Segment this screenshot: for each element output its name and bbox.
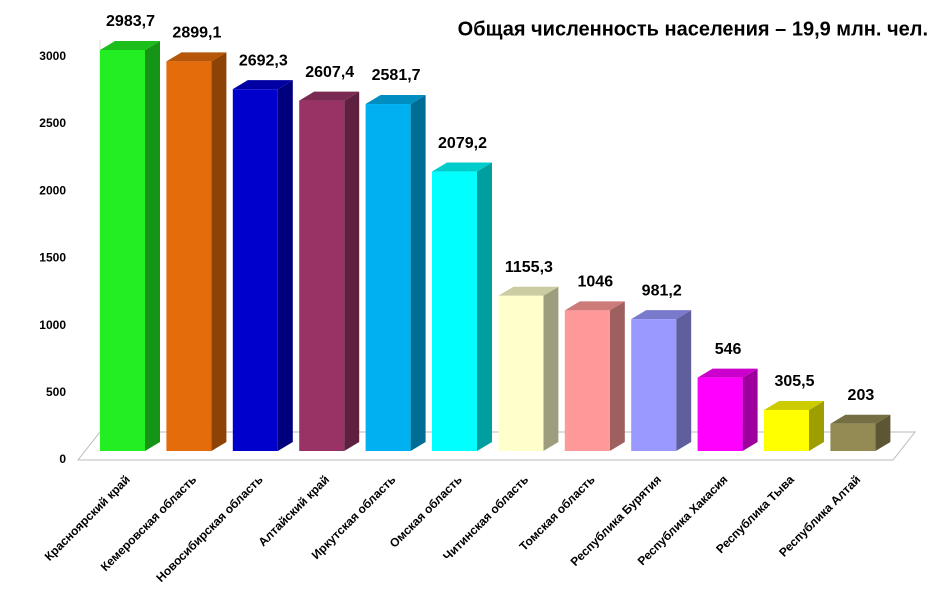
bar-top [166,52,227,62]
bar-top [498,286,559,296]
value-label: 2692,3 [239,52,288,69]
value-label: 2899,1 [172,25,221,42]
value-label: 2983,7 [106,13,155,30]
bar-top [564,301,625,311]
bar-top [432,162,492,172]
bar [830,423,876,451]
bar [498,295,544,451]
bar-side [211,52,227,452]
value-label: 2079,2 [438,135,487,152]
y-tick-label: 2500 [39,116,66,130]
bar [166,61,212,452]
bar-top [100,41,160,50]
bar-side [543,286,559,451]
bar [697,377,743,451]
bar-side [477,162,492,451]
x-tick-label: Новосибирская область [153,472,265,584]
bar-top [631,310,692,320]
value-label: 1046 [578,274,614,291]
bar-side [344,91,360,451]
x-tick-label: Омская область [387,472,465,550]
bar [564,310,610,451]
bar-side [609,301,625,451]
value-label: 981,2 [642,282,682,299]
bar-side [277,80,293,451]
y-tick-label: 2000 [39,183,66,197]
bar [100,50,145,451]
bar-top [299,91,360,101]
value-label: 203 [848,387,875,404]
bar [365,104,411,451]
value-label: 2607,4 [305,64,354,81]
chart-title: Общая численность населения – 19,9 млн. … [458,18,928,40]
bar-top [365,95,426,105]
bar-top [697,368,758,378]
bar-top [764,400,824,410]
value-label: 2581,7 [372,67,421,84]
bar [631,319,677,451]
bar [232,89,278,451]
bar-side [145,41,160,451]
y-tick-label: 1500 [39,251,66,265]
bar-top [830,414,891,424]
y-tick-label: 500 [46,385,66,399]
value-label: 546 [715,341,742,358]
bar [432,171,477,451]
bar-side [809,400,824,451]
y-tick-label: 1000 [39,318,66,332]
bar-top [232,80,293,90]
bar-side [676,310,692,451]
value-label: 305,5 [774,373,814,390]
y-tick-label: 3000 [39,49,66,63]
bar-side [742,368,758,451]
y-tick-label: 0 [59,452,66,466]
x-tick-label: Алтайский край [255,472,332,549]
bar [764,409,809,451]
bar [299,100,345,451]
bar-side [410,95,426,451]
value-label: 1155,3 [505,259,553,276]
bar-side [875,414,891,451]
